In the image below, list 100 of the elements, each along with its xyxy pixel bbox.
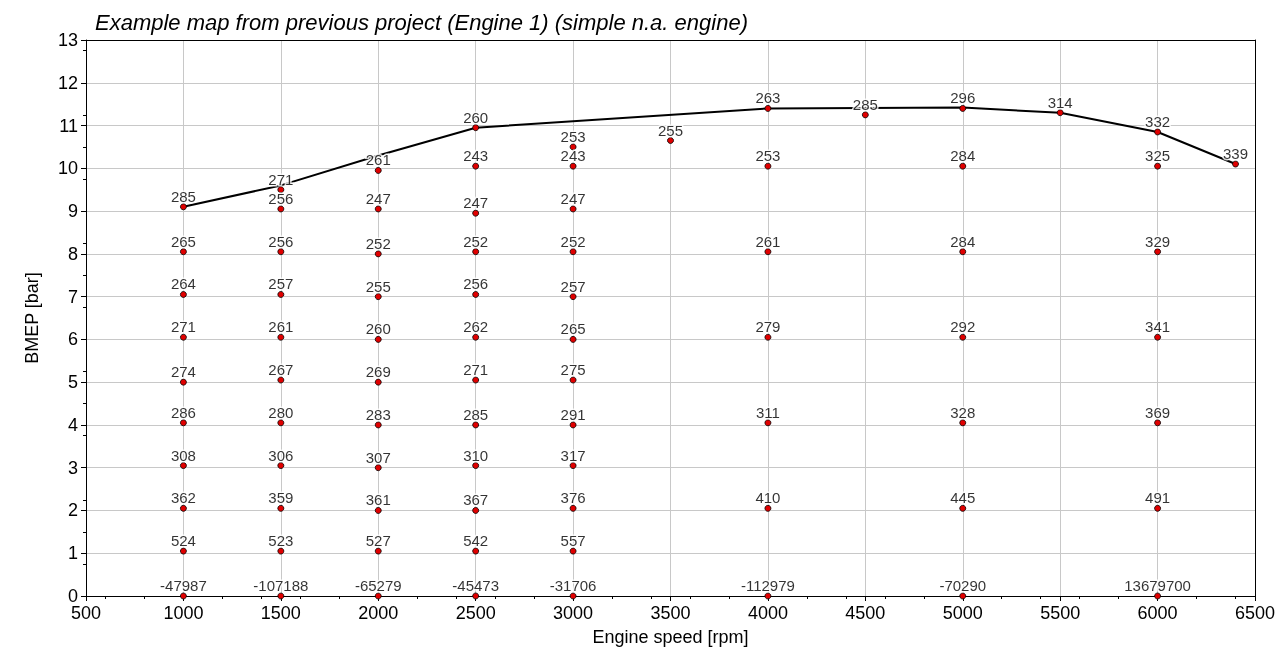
annotation: 284 [950,147,976,165]
y-tick-label: 4 [67,414,78,435]
annotation: 243 [463,147,489,165]
annotation: 256 [268,189,294,207]
annotation: -47987 [160,577,207,594]
x-tick-label: 2000 [358,603,399,623]
annotation: 359 [268,489,294,507]
annotation: 252 [560,232,586,250]
annotation: 325 [1145,147,1171,165]
y-tick-label: 5 [67,372,78,393]
annotation: 307 [365,448,391,466]
annotation: 253 [755,147,781,165]
y-tick-label: 11 [59,115,78,136]
annotation: 285 [463,405,489,423]
annotation: 252 [365,234,391,252]
annotation: 317 [560,446,586,464]
annotation: 271 [170,318,196,336]
chart-title: Example map from previous project (Engine 1) (simple n.a. engine) [95,9,748,35]
annotation: 369 [1145,403,1171,421]
annotation: 314 [1047,93,1073,111]
annotation: 328 [950,403,976,421]
annotation: 280 [268,403,294,421]
annotation: 376 [560,489,586,507]
annotation: 491 [1145,489,1171,507]
annotation: 260 [365,320,391,338]
annotation: 557 [560,532,586,550]
annotation: 527 [365,532,391,550]
annotation: -45473 [452,577,500,594]
annotation: 308 [170,446,196,464]
x-tick-label: 5500 [1040,603,1081,623]
annotation: 306 [268,446,294,464]
annotation: 362 [170,489,196,507]
x-tick-label: 6000 [1137,603,1178,623]
annotation: -107188 [253,577,309,594]
annotation: 542 [463,532,489,550]
annotation: 255 [365,277,391,295]
annotation: 256 [268,232,294,250]
y-tick-label: 9 [67,201,78,222]
annotation: 311 [755,403,780,421]
annotation: -70290 [939,577,987,594]
x-tick-label: 500 [70,603,102,623]
annotation: 341 [1145,318,1171,336]
annotation: 445 [950,489,976,507]
annotation: 265 [560,320,586,338]
annotation: 283 [365,405,391,423]
annotation: 255 [657,121,684,139]
annotation: 329 [1145,232,1171,250]
annotation: 332 [1145,112,1171,130]
annotation: 13679700 [1124,577,1191,594]
annotation: 271 [268,170,294,188]
y-tick-label: 0 [67,586,78,606]
annotation: -112979 [740,577,795,594]
y-tick-label: 3 [67,457,78,478]
annotation: 260 [463,108,489,126]
annotation: 269 [365,363,391,381]
annotation: 310 [463,446,489,464]
y-tick-label: 10 [57,158,78,179]
annotation: 361 [365,491,391,509]
annotation: -31706 [549,577,597,594]
annotation: 285 [170,187,196,205]
y-tick-label: 2 [67,500,78,521]
y-axis-title: BMEP [bar] [22,272,42,364]
x-tick-label: 4000 [747,603,788,623]
y-tick-label: 13 [57,30,78,50]
annotation: 243 [560,147,586,165]
annotation: 267 [268,361,294,379]
x-axis-title: Engine speed [rpm] [592,627,749,647]
y-tick-label: 6 [67,329,78,350]
annotation: 292 [950,318,976,336]
x-tick-label: 4500 [845,603,886,623]
y-tick-label: 8 [67,243,78,264]
y-tick-label: 12 [57,72,78,93]
annotation: 252 [463,232,489,250]
y-tick-label: 1 [67,543,78,564]
annotation: 524 [170,532,196,550]
annotation: 253 [560,127,586,145]
annotation: 279 [755,318,781,336]
annotation: 247 [560,189,586,207]
annotation: 274 [170,363,196,381]
annotation: 261 [755,232,781,250]
annotation: 257 [560,277,586,295]
annotation: 291 [560,405,586,423]
annotation: 271 [463,361,489,379]
x-tick-label: 5000 [942,603,983,623]
annotation: 284 [950,232,976,250]
x-tick-label: 1000 [163,603,204,623]
annotation: 286 [170,403,196,421]
x-tick-label: 6500 [1234,603,1276,623]
annotation: 247 [365,189,391,207]
annotation: 257 [268,275,294,293]
annotation: 410 [755,489,781,507]
annotation: 367 [463,491,489,509]
annotation: 256 [463,275,489,293]
annotation: 296 [950,89,976,107]
x-tick-label: 3500 [650,603,691,623]
annotation: 523 [268,532,294,550]
x-tick-label: 3000 [553,603,594,623]
annotation: 265 [170,232,196,250]
y-tick-label: 7 [67,286,78,307]
annotation: 261 [365,151,391,169]
